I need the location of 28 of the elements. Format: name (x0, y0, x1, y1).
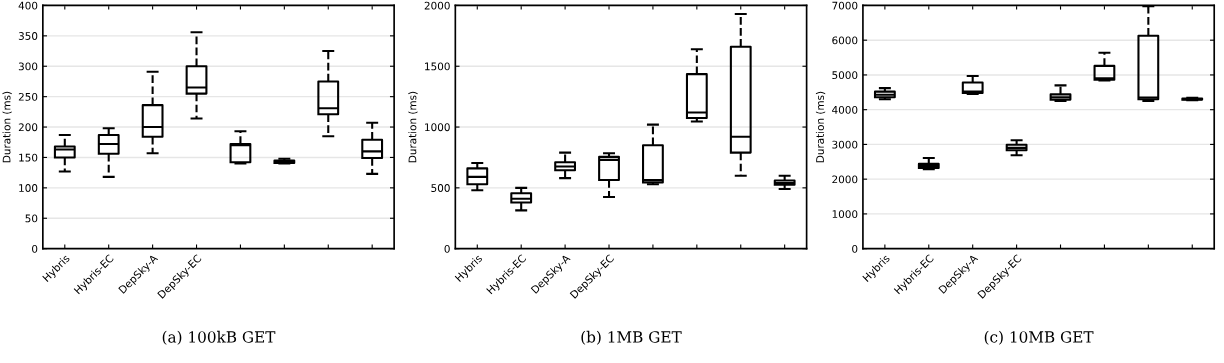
y-tick-label: 350 (18, 32, 38, 40)
y-tick-label: 7000 (832, 1, 858, 10)
y-axis-title: Duration (ms) (2, 91, 12, 163)
y-tick-label: 500 (431, 184, 450, 192)
text: (c) 10MB GET (984, 330, 1094, 345)
y-tick-label: 0 (852, 244, 858, 253)
y-tick-label: 6000 (832, 36, 858, 45)
y-axis-title: Duration (ms) (408, 91, 418, 163)
y-tick-label: 100 (19, 184, 38, 192)
y-tick-label: 250 (18, 92, 38, 101)
text: (b) 1MB GET (581, 330, 682, 345)
y-tick-label: 400 (18, 1, 38, 10)
text: (a) 100kB GET (162, 330, 276, 345)
y-tick-label: 150 (19, 153, 38, 162)
y-axis-title: Duration (ms) (815, 91, 826, 163)
y-tick-label: 1000 (832, 210, 858, 219)
y-tick-label: 1500 (425, 62, 450, 71)
y-tick-label: 0 (444, 244, 450, 253)
y-tick-label: 4000 (832, 105, 858, 114)
y-tick-label: 0 (32, 244, 38, 253)
y-tick-label: 50 (25, 214, 38, 223)
y-tick-label: 5000 (832, 71, 858, 80)
y-tick-label: 200 (18, 123, 38, 132)
y-tick-label: 1000 (425, 123, 450, 132)
y-tick-label: 300 (18, 62, 38, 71)
y-tick-label: 2000 (832, 175, 858, 184)
y-tick-label: 3000 (832, 140, 858, 149)
y-tick-label: 2000 (424, 1, 450, 10)
